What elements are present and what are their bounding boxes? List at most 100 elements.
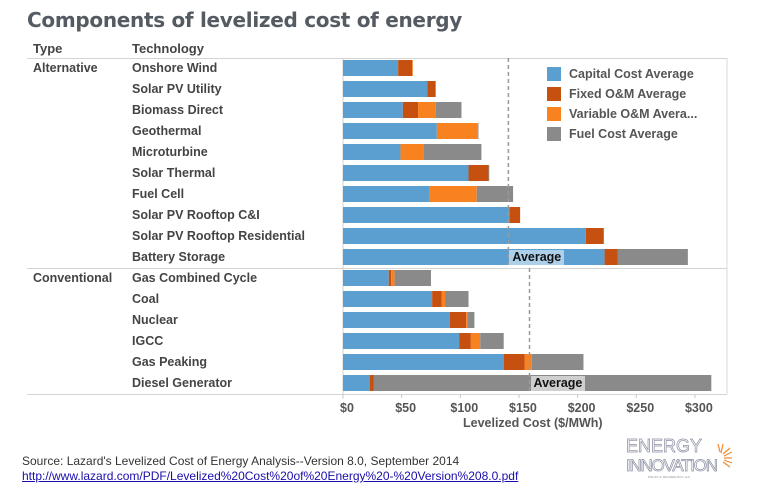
legend-swatch [547, 107, 561, 121]
technology-label: Gas Peaking [132, 355, 208, 369]
bar-segment-fixed-om [398, 60, 413, 76]
x-tick-label: $50 [395, 401, 417, 415]
x-tick-label: $200 [567, 401, 596, 415]
bar-segment-variable-om [400, 144, 424, 160]
bar-segment-variable-om [436, 123, 478, 139]
bar-segment-capital [343, 144, 401, 160]
technology-label: Gas Combined Cycle [132, 271, 258, 285]
legend-item-fixed-om[interactable]: Fixed O&M Average [547, 84, 697, 104]
logo-line1: ENERGY [626, 436, 702, 456]
header-type: Type [33, 41, 63, 56]
bar-segment-fuel [394, 270, 431, 286]
legend-swatch [547, 87, 561, 101]
bar-segment-fixed-om [427, 81, 436, 97]
header-technology: Technology [132, 41, 204, 56]
technology-label: Battery Storage [132, 250, 226, 264]
technology-label: IGCC [132, 334, 164, 348]
bar-segment-variable-om [441, 291, 446, 307]
bar-segment-capital [343, 60, 399, 76]
bar-segment-fixed-om [585, 228, 604, 244]
bar-segment-variable-om [391, 270, 395, 286]
bar-segment-capital [343, 375, 370, 391]
bar-segment-fuel [445, 291, 469, 307]
logo-line2: INNOVATION [626, 456, 718, 475]
bar-segment-variable-om [418, 102, 436, 118]
bar-segment-fixed-om [449, 312, 467, 328]
type-label-conventional: Conventional [33, 271, 113, 285]
sunburst-icon [717, 443, 733, 468]
legend-swatch [547, 127, 561, 141]
legend-label: Capital Cost Average [569, 67, 694, 81]
bar-segment-fuel [603, 228, 604, 244]
bar-segment-capital [343, 102, 403, 118]
x-tick-label: $150 [509, 401, 537, 415]
bar-segment-capital [343, 186, 430, 202]
bar-segment-fixed-om [468, 165, 489, 181]
bar-segment-capital [343, 312, 450, 328]
bar-segment-variable-om [466, 312, 468, 328]
bar-segment-capital [343, 291, 433, 307]
technology-label: Nuclear [132, 313, 178, 327]
bar-segment-fuel [435, 102, 462, 118]
bar-segment-fixed-om [369, 375, 374, 391]
legend-label: Fuel Cost Average [569, 127, 678, 141]
legend-label: Variable O&M Avera... [569, 107, 698, 121]
legend-item-capital[interactable]: Capital Cost Average [547, 64, 697, 84]
bar-segment-capital [343, 249, 605, 265]
legend-swatch [547, 67, 561, 81]
x-tick-label: $250 [626, 401, 655, 415]
technology-label: Microturbine [132, 145, 208, 159]
bar-segment-capital [343, 81, 428, 97]
bar-segment-fuel [617, 249, 688, 265]
technology-label: Onshore Wind [132, 61, 218, 75]
group-divider [27, 268, 727, 269]
bar-segment-fuel [467, 312, 475, 328]
bar-segment-fixed-om [503, 354, 525, 370]
technology-label: Geothermal [132, 124, 202, 138]
source-link[interactable]: http://www.lazard.com/PDF/Levelized%20Co… [22, 469, 519, 483]
chart-title: Components of levelized cost of energy [27, 8, 463, 32]
x-tick-label: $0 [340, 401, 354, 415]
header-divider [27, 58, 727, 59]
logo-line3: POLICY & TECHNOLOGY, LLC [648, 475, 691, 479]
bar-segment-capital [343, 165, 469, 181]
bar-segment-variable-om [429, 186, 477, 202]
average-label: Average [530, 376, 586, 391]
x-axis-title: Levelized Cost ($/MWh) [463, 416, 603, 430]
bar-segment-fixed-om [388, 270, 392, 286]
group-divider [27, 394, 727, 395]
bar-segment-capital [343, 270, 389, 286]
x-tick-label: $100 [450, 401, 479, 415]
type-label-alternative: Alternative [33, 61, 98, 75]
average-label: Average [509, 250, 565, 265]
bar-segment-capital [343, 123, 437, 139]
bar-segment-fixed-om [432, 291, 442, 307]
legend-label: Fixed O&M Average [569, 87, 687, 101]
technology-label: Solar PV Rooftop Residential [132, 229, 305, 243]
technology-label: Solar PV Utility [132, 82, 222, 96]
bar-segment-capital [343, 228, 586, 244]
bar-segment-fuel [423, 144, 482, 160]
technology-label: Biomass Direct [132, 103, 224, 117]
source-text: Source: Lazard's Levelized Cost of Energ… [22, 454, 460, 468]
bar-segment-fixed-om [604, 249, 618, 265]
legend-item-fuel[interactable]: Fuel Cost Average [547, 124, 697, 144]
x-tick-label: $300 [684, 401, 713, 415]
bar-segment-capital [343, 207, 510, 223]
bar-segment-capital [343, 333, 460, 349]
technology-label: Coal [132, 292, 160, 306]
bar-segment-fuel [480, 333, 504, 349]
bar-segment-fuel [488, 165, 490, 181]
bar-segment-capital [343, 354, 504, 370]
legend-item-variable-om[interactable]: Variable O&M Avera... [547, 104, 697, 124]
legend[interactable]: Capital Cost Average Fixed O&M Average Var… [547, 64, 697, 144]
technology-label: Solar PV Rooftop C&I [132, 208, 260, 222]
bar-segment-variable-om [412, 60, 413, 76]
technology-label: Diesel Generator [132, 376, 233, 390]
technology-label: Solar Thermal [132, 166, 216, 180]
bar-segment-variable-om [524, 354, 532, 370]
bar-segment-fuel [477, 123, 479, 139]
bar-segment-fixed-om [402, 102, 419, 118]
